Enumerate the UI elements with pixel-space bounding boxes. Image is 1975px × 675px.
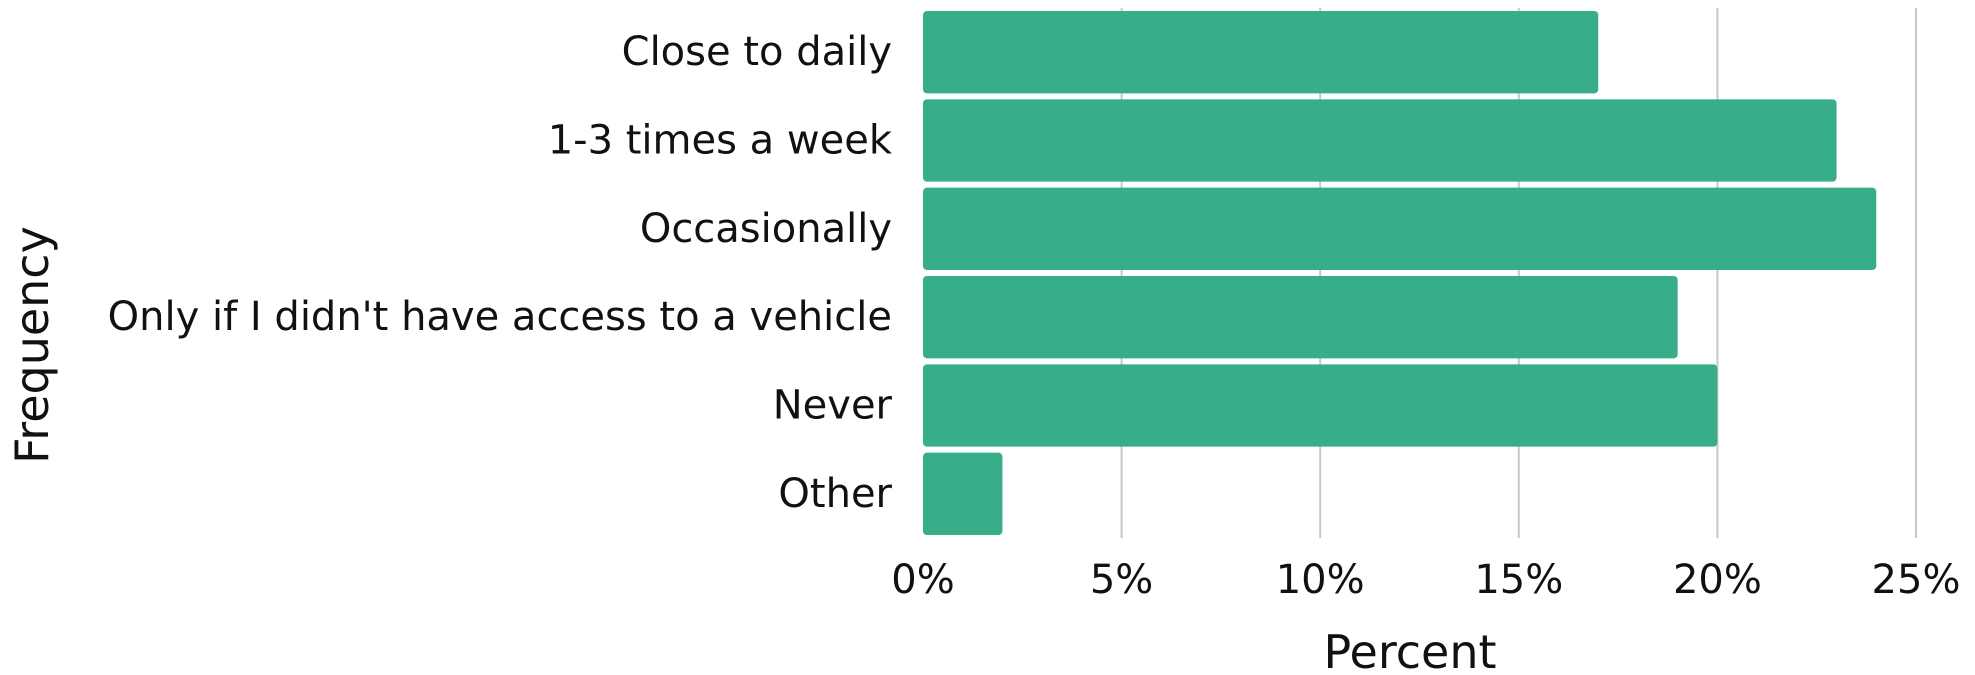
bar bbox=[923, 276, 1678, 359]
x-axis-title: Percent bbox=[1323, 625, 1496, 675]
bar bbox=[923, 452, 1003, 535]
category-label: Only if I didn't have access to a vehicl… bbox=[108, 294, 892, 340]
bar bbox=[923, 11, 1599, 94]
category-label: Other bbox=[778, 471, 892, 517]
bar bbox=[923, 364, 1718, 447]
x-tick-label: 20% bbox=[1673, 557, 1762, 603]
category-label: Never bbox=[773, 383, 893, 429]
gridlines bbox=[1120, 8, 1917, 538]
x-tick-label: 10% bbox=[1276, 557, 1365, 603]
x-tick-label: 5% bbox=[1090, 557, 1153, 603]
category-label: 1-3 times a week bbox=[548, 118, 893, 164]
category-label: Close to daily bbox=[622, 29, 892, 75]
x-tick-label: 25% bbox=[1872, 557, 1961, 603]
x-tick-label: 0% bbox=[891, 557, 954, 603]
x-tick-label: 15% bbox=[1474, 557, 1563, 603]
bar bbox=[923, 99, 1837, 182]
bar bbox=[923, 187, 1877, 270]
category-labels: Close to daily 1-3 times a week Occasional… bbox=[108, 29, 893, 517]
x-tick-labels: 0% 5% 10% 15% 20% 25% bbox=[891, 557, 1960, 603]
y-axis-title: Frequency bbox=[5, 226, 59, 464]
category-label: Occasionally bbox=[640, 206, 892, 252]
bars bbox=[923, 11, 1877, 535]
